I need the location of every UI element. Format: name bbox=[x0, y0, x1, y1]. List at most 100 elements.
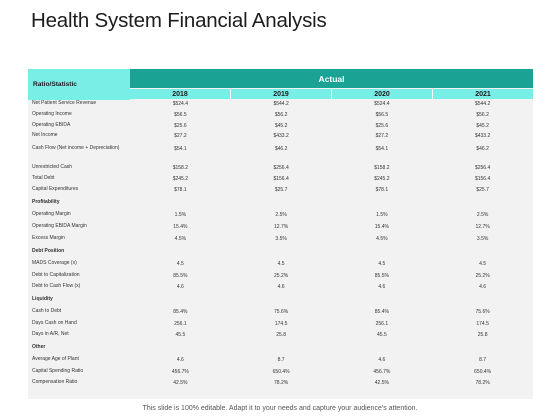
row-label: MADS Coverage (x) bbox=[32, 260, 77, 266]
cell-value bbox=[130, 345, 231, 351]
row-label: Cash Flow (Net income + Depreciation) bbox=[32, 145, 120, 151]
section-label: Liquidity bbox=[32, 296, 53, 302]
cell-value: 12.7% bbox=[274, 224, 289, 230]
cell-value: 8.7 bbox=[479, 357, 487, 363]
cell-value: $25.7 bbox=[274, 187, 288, 193]
actual-header: Actual bbox=[130, 69, 533, 88]
cell-value: 174.5 bbox=[274, 321, 288, 327]
section-label: Profitability bbox=[32, 199, 60, 205]
cell-value: 85.5% bbox=[173, 273, 188, 279]
year-header: 2021 bbox=[433, 89, 533, 99]
row-label: Excess Margin bbox=[32, 235, 65, 241]
cell-value: 2.5% bbox=[476, 212, 489, 218]
year-header: 2018 bbox=[130, 89, 231, 99]
cell-value: 45.5 bbox=[175, 332, 186, 338]
cell-value: 256.1 bbox=[174, 321, 187, 327]
ratio-statistic-header: Ratio/Statistic bbox=[28, 69, 130, 100]
cell-value bbox=[231, 200, 332, 206]
table-row: Debt to Capitalization 85.5% 25.2% 85.5% 25.… bbox=[28, 272, 533, 279]
cell-value: 3.5% bbox=[476, 236, 489, 242]
table-row: Days Cash on Hand 256.1 174.5 256.1 174.5 bbox=[28, 320, 533, 327]
row-label: Days Cash on Hand bbox=[32, 320, 77, 326]
cell-value: 4.6 bbox=[479, 284, 487, 290]
cell-value: $524.4 bbox=[172, 101, 189, 107]
cell-value: 4.5 bbox=[176, 261, 184, 267]
cell-value: 4.6 bbox=[176, 357, 184, 363]
row-label: Unrestricted Cash bbox=[32, 164, 73, 170]
cell-value: 42.5% bbox=[173, 380, 188, 386]
cell-value: 15.4% bbox=[374, 224, 389, 230]
cell-value: $25.7 bbox=[476, 187, 489, 193]
table-row: Net Patient Service Revenue $524.4 $544.2 $… bbox=[28, 100, 533, 107]
cell-value bbox=[332, 249, 433, 255]
cell-value: 1.5% bbox=[376, 212, 388, 218]
cell-value: $524.4 bbox=[374, 101, 390, 107]
page-title: Health System Financial Analysis bbox=[31, 9, 327, 32]
cell-value: $256.4 bbox=[273, 165, 289, 171]
cell-value: 4.6 bbox=[176, 284, 184, 290]
year-header-row: 2018 2019 2020 2021 bbox=[130, 89, 533, 99]
table-row: Days in A/R, Net 45.5 25.8 45.5 25.8 bbox=[28, 331, 533, 338]
row-label: Operating EBIDA bbox=[32, 122, 71, 128]
year-header: 2019 bbox=[231, 89, 332, 99]
row-label: Net Patient Service Revenue bbox=[32, 100, 97, 106]
cell-value bbox=[332, 345, 433, 351]
cell-value bbox=[231, 345, 332, 351]
section-label: Other bbox=[32, 344, 46, 350]
table-row: MADS Coverage (x) 4.5 4.5 4.5 4.5 bbox=[28, 260, 533, 267]
cell-value: $256.4 bbox=[474, 165, 491, 171]
cell-value: $245.2 bbox=[374, 176, 390, 182]
financial-table: Ratio/Statistic Actual 2018 2019 2020 20… bbox=[28, 69, 533, 399]
row-label: Capital Spending Ratio bbox=[32, 368, 84, 374]
cell-value: $544.2 bbox=[273, 101, 289, 107]
table-row: Cash to Debt 85.4% 75.6% 85.4% 75.6% bbox=[28, 308, 533, 315]
cell-value bbox=[432, 345, 533, 351]
cell-value: 4.6 bbox=[378, 284, 386, 290]
cell-value: 75.6% bbox=[475, 309, 490, 315]
cell-value: 25.2% bbox=[274, 273, 289, 279]
table-row: Debt to Cash Flow (x) 4.6 4.6 4.6 4.6 bbox=[28, 283, 533, 290]
cell-value: $158.2 bbox=[374, 165, 390, 171]
row-label: Days in A/R, Net bbox=[32, 331, 69, 337]
cell-value: 25.8 bbox=[477, 332, 488, 338]
table-row: Cash Flow (Net income + Depreciation) $54… bbox=[28, 145, 533, 152]
cell-value: $245.2 bbox=[172, 176, 189, 182]
cell-value bbox=[130, 200, 231, 206]
cell-value: 45.5 bbox=[377, 332, 387, 338]
section-header-row: Debt Position bbox=[28, 248, 533, 255]
row-label: Debt to Cash Flow (x) bbox=[32, 283, 81, 289]
cell-value: 85.5% bbox=[374, 273, 389, 279]
row-label: Capital Expenditures bbox=[32, 186, 79, 192]
cell-value: $78.1 bbox=[375, 187, 389, 193]
cell-value: 4.6 bbox=[378, 357, 386, 363]
year-header: 2020 bbox=[332, 89, 433, 99]
cell-value bbox=[130, 297, 231, 303]
cell-value: $46.2 bbox=[476, 146, 489, 152]
cell-value: 650.4% bbox=[474, 369, 492, 375]
cell-value: $25.6 bbox=[375, 123, 389, 129]
cell-value: $27.2 bbox=[375, 133, 389, 139]
cell-value: 4.6 bbox=[277, 284, 285, 290]
cell-value: $544.2 bbox=[474, 101, 491, 107]
cell-value: $45.2 bbox=[274, 123, 288, 129]
cell-value: 4.5 bbox=[277, 261, 285, 267]
cell-value: 75.6% bbox=[274, 309, 289, 315]
table-row: Operating Margin 1.5% 2.5% 1.5% 2.5% bbox=[28, 211, 533, 218]
cell-value bbox=[231, 297, 332, 303]
cell-value bbox=[432, 200, 533, 206]
cell-value: $25.6 bbox=[174, 123, 187, 129]
cell-value: $45.2 bbox=[476, 123, 489, 129]
cell-value: $54.1 bbox=[174, 146, 187, 152]
cell-value bbox=[130, 249, 231, 255]
cell-value: 15.4% bbox=[173, 224, 188, 230]
cell-value: 4.5% bbox=[174, 236, 187, 242]
cell-value: $56.5 bbox=[174, 112, 187, 118]
cell-value: 8.7 bbox=[277, 357, 285, 363]
row-label: Compensation Ratio bbox=[32, 379, 78, 385]
cell-value bbox=[332, 200, 433, 206]
cell-value: 456.7% bbox=[373, 369, 391, 375]
cell-value: 2.5% bbox=[275, 212, 287, 218]
row-label: Net Income bbox=[32, 132, 58, 138]
cell-value bbox=[432, 297, 533, 303]
cell-value: 25.8 bbox=[276, 332, 286, 338]
